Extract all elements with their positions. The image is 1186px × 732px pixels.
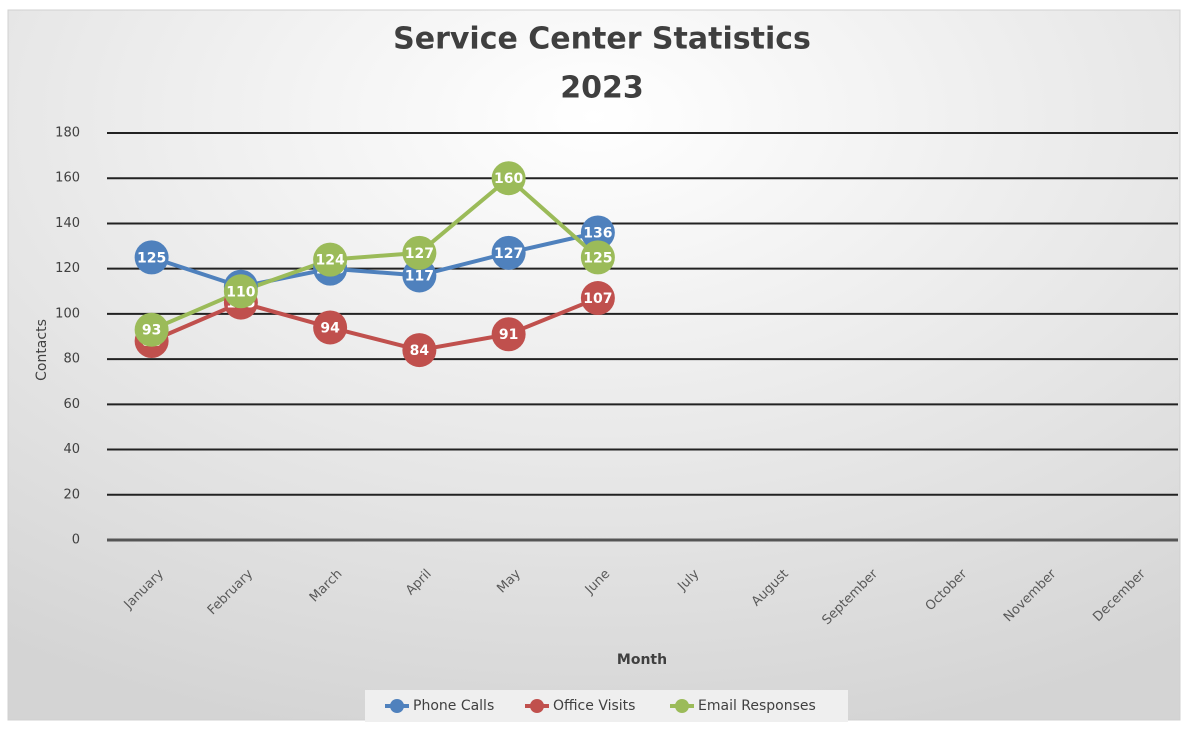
y-tick-label: 40 [63,442,80,457]
data-label: 117 [405,268,434,284]
data-label: 93 [142,323,161,339]
data-label: 125 [137,250,166,266]
data-point [402,333,437,368]
legend-marker [390,699,404,713]
legend-label: Email Responses [698,698,816,714]
y-tick-label: 80 [63,352,80,367]
data-label: 124 [316,253,345,269]
data-label: 125 [583,250,612,266]
chart-subtitle: 2023 [560,71,644,106]
data-point [313,310,348,345]
y-axis-title: Contacts [34,319,50,381]
data-label: 91 [499,327,518,343]
data-label: 136 [583,225,612,241]
data-point [402,235,437,270]
data-point [491,317,526,352]
y-tick-label: 160 [55,171,80,186]
y-tick-label: 180 [55,126,80,141]
y-tick-label: 60 [63,397,80,412]
legend-box [365,690,848,722]
data-point [134,312,169,347]
chart-title: Service Center Statistics [393,22,811,57]
data-point [580,215,615,250]
y-tick-label: 0 [72,533,80,548]
data-point [223,274,258,309]
data-label: 84 [410,343,430,359]
y-tick-label: 140 [55,216,80,231]
data-label: 94 [320,320,340,336]
data-point [580,240,615,275]
data-point [580,281,615,316]
legend-marker [675,699,689,713]
data-point [491,161,526,196]
data-point [134,240,169,275]
data-label: 107 [583,291,612,307]
legend-marker [530,699,544,713]
data-point [313,242,348,277]
data-label: 127 [494,246,523,262]
y-tick-label: 120 [55,261,80,276]
data-point [491,235,526,270]
data-label: 110 [226,284,255,300]
chart-background [7,9,1181,721]
legend-label: Office Visits [553,698,635,714]
data-label: 160 [494,171,523,187]
data-label: 127 [405,246,434,262]
legend-label: Phone Calls [413,698,494,714]
y-tick-label: 20 [63,487,80,502]
x-axis-title: Month [617,652,667,668]
y-tick-label: 100 [55,306,80,321]
